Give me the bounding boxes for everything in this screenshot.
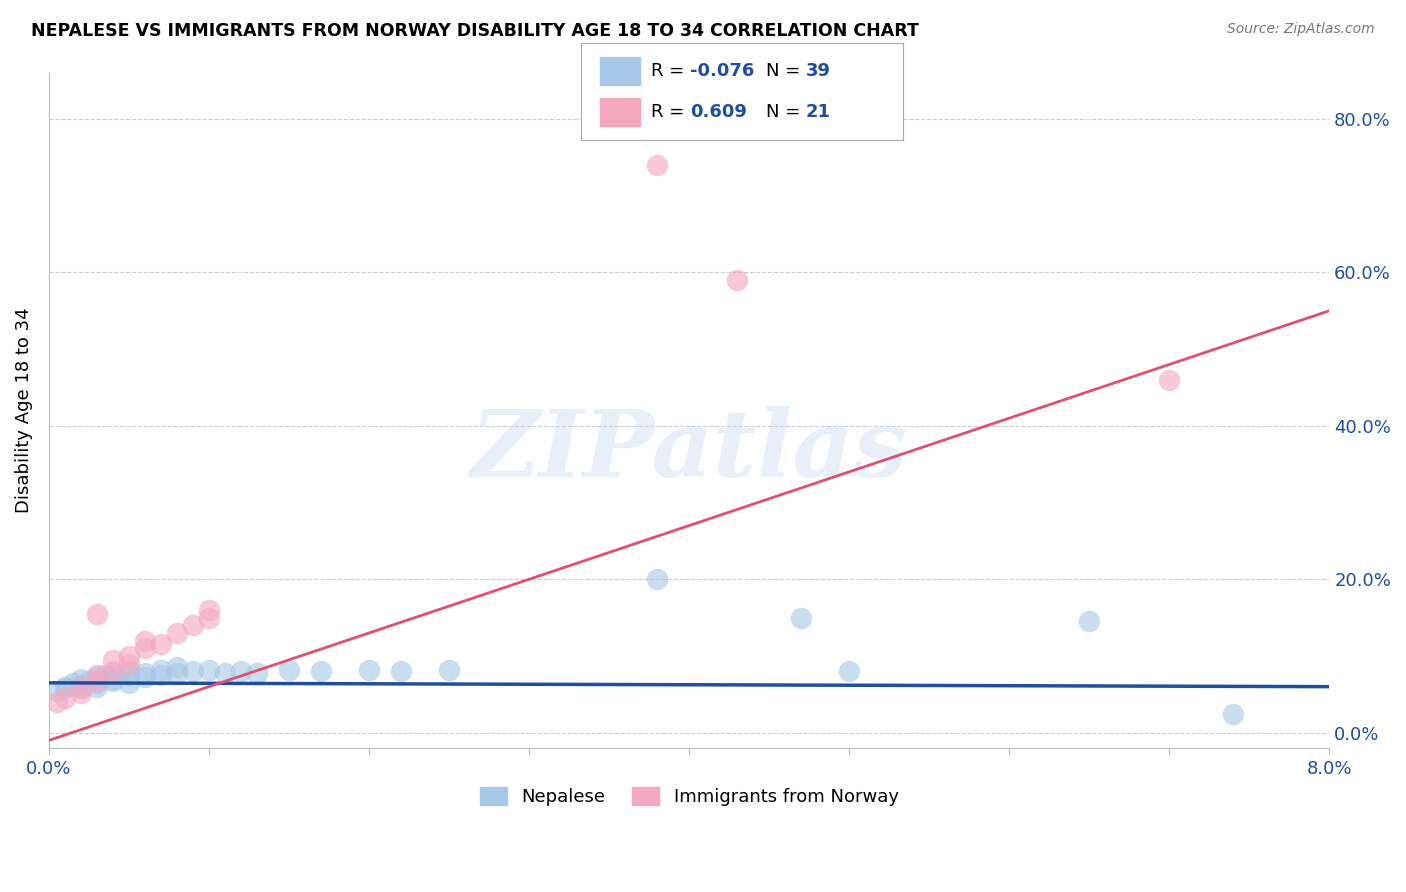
Point	[389, 665, 412, 679]
Point	[198, 663, 221, 677]
Text: -0.076: -0.076	[690, 62, 755, 79]
Point	[101, 665, 124, 680]
Point	[150, 638, 173, 652]
Point	[101, 665, 124, 679]
Point	[118, 676, 141, 690]
Text: R =: R =	[651, 103, 690, 121]
Point	[70, 681, 93, 696]
Point	[53, 691, 76, 706]
Point	[86, 680, 108, 694]
Point	[181, 618, 204, 632]
Point	[838, 665, 860, 679]
Point	[70, 686, 93, 700]
Point	[150, 663, 173, 677]
Point	[70, 678, 93, 692]
Point	[118, 657, 141, 671]
Point	[53, 681, 76, 696]
Text: NEPALESE VS IMMIGRANTS FROM NORWAY DISABILITY AGE 18 TO 34 CORRELATION CHART: NEPALESE VS IMMIGRANTS FROM NORWAY DISAB…	[31, 22, 918, 40]
Point	[214, 665, 236, 680]
Point	[1222, 706, 1244, 721]
Point	[101, 653, 124, 667]
Point	[278, 663, 301, 677]
Point	[118, 668, 141, 682]
Point	[118, 665, 141, 679]
Point	[229, 665, 252, 679]
Point	[357, 663, 380, 677]
Point	[134, 665, 156, 680]
Point	[166, 660, 188, 674]
Point	[1078, 615, 1101, 629]
Point	[309, 665, 332, 679]
Point	[134, 641, 156, 656]
Point	[94, 668, 117, 682]
Point	[166, 665, 188, 680]
Point	[198, 610, 221, 624]
Point	[134, 670, 156, 684]
Point	[166, 626, 188, 640]
Text: N =: N =	[766, 103, 806, 121]
Point	[437, 663, 460, 677]
Point	[86, 670, 108, 684]
Point	[725, 273, 748, 287]
Text: 39: 39	[806, 62, 831, 79]
Text: 21: 21	[806, 103, 831, 121]
Text: Source: ZipAtlas.com: Source: ZipAtlas.com	[1227, 22, 1375, 37]
Text: ZIPatlas: ZIPatlas	[471, 406, 908, 496]
Point	[53, 680, 76, 694]
Y-axis label: Disability Age 18 to 34: Disability Age 18 to 34	[15, 308, 32, 513]
Point	[86, 673, 108, 688]
Point	[101, 672, 124, 686]
Point	[70, 681, 93, 696]
Point	[645, 572, 668, 586]
Legend: Nepalese, Immigrants from Norway: Nepalese, Immigrants from Norway	[472, 780, 905, 814]
Point	[77, 673, 100, 688]
Point	[118, 648, 141, 663]
Point	[181, 665, 204, 679]
Point	[86, 668, 108, 682]
Point	[86, 676, 108, 690]
Point	[1159, 373, 1181, 387]
Point	[790, 610, 813, 624]
Point	[46, 695, 69, 709]
Point	[62, 676, 84, 690]
Point	[46, 683, 69, 698]
Text: N =: N =	[766, 62, 806, 79]
Point	[101, 673, 124, 688]
Point	[645, 158, 668, 172]
Point	[70, 672, 93, 686]
Point	[134, 633, 156, 648]
Text: 0.609: 0.609	[690, 103, 747, 121]
Point	[198, 603, 221, 617]
Point	[246, 665, 269, 680]
Point	[86, 607, 108, 621]
Text: R =: R =	[651, 62, 690, 79]
Point	[150, 668, 173, 682]
